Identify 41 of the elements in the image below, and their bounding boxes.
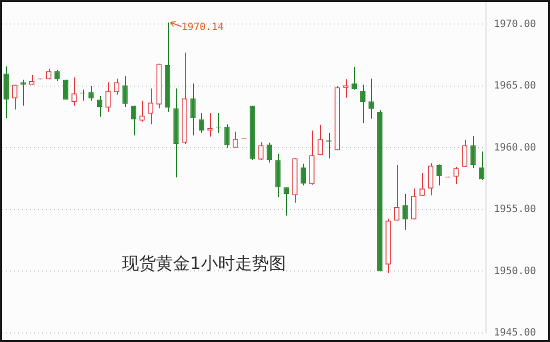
y-tick-label: 1950.00 [494,266,536,277]
candlestick [284,186,290,216]
candlestick [232,131,238,148]
candlestick [352,66,357,90]
candlestick [122,76,128,108]
candlestick [105,82,111,112]
y-tick-label: 1955.00 [494,204,536,216]
candlestick [266,142,272,164]
candlestick [12,84,18,110]
candlestick [20,79,26,106]
candlestick [71,76,77,106]
candlestick [130,105,136,136]
candlestick [462,139,468,168]
candlestick [114,78,120,96]
candlestick [318,124,324,156]
y-tick-label: 1965.00 [494,80,536,92]
candlestick [360,84,366,124]
candlestick [428,162,434,196]
candlestick [207,112,213,138]
candlestick [343,78,348,98]
candlestick [224,124,230,148]
y-tick-label: 1970.00 [494,18,536,30]
annotation: 1970.14 [182,22,224,34]
candlestick [148,88,154,125]
y-tick-label: 1945.00 [494,328,536,339]
candlestick [4,66,9,119]
candlestick [368,78,374,120]
candlestick [402,194,408,230]
candlestick [470,136,476,169]
candlestick [478,150,484,180]
candlestick [394,164,400,222]
candlestick [88,85,94,102]
candlestick [96,95,102,118]
candlestick [139,100,145,122]
candlestick [419,172,425,196]
text: 现货黄金1小时走势图 [122,253,286,275]
candlestick [410,188,416,220]
candlestick [300,163,306,186]
candlestick [258,142,264,161]
y-tick-label: 1960.00 [494,142,536,154]
candlestick [436,164,442,186]
